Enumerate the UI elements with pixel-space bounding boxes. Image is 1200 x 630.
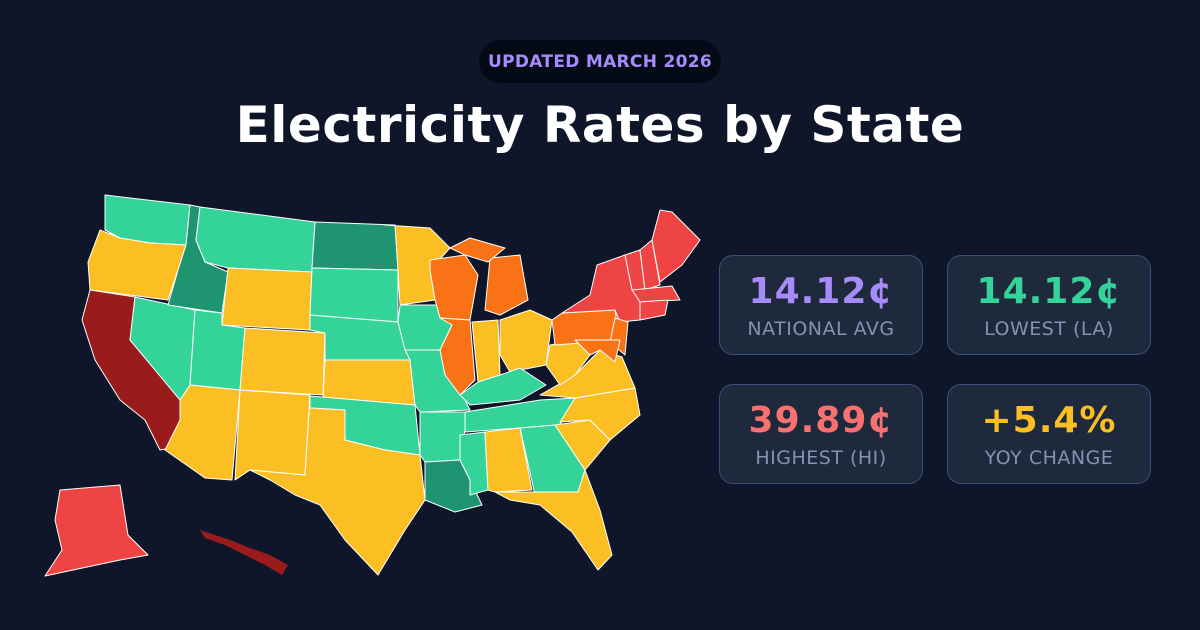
- stat-label: HIGHEST (HI): [755, 447, 887, 469]
- stat-value: +5.4%: [981, 400, 1117, 441]
- state-il: [439, 317, 476, 396]
- stat-value: 14.12¢: [976, 271, 1122, 312]
- state-mi-up: [449, 237, 506, 263]
- stat-card-yoy-change: +5.4% YOY CHANGE: [947, 384, 1151, 484]
- state-nd: [311, 221, 399, 271]
- state-hi: [200, 530, 288, 575]
- page-title: Electricity Rates by State: [235, 96, 965, 154]
- state-sd: [309, 267, 399, 323]
- state-mt: [195, 206, 316, 273]
- state-tx: [249, 395, 426, 576]
- stat-value: 39.89¢: [748, 400, 894, 441]
- state-co: [239, 327, 326, 396]
- state-mi: [484, 254, 529, 316]
- state-ak: [44, 484, 149, 577]
- stat-label: LOWEST (LA): [984, 318, 1114, 340]
- stat-card-highest: 39.89¢ HIGHEST (HI): [719, 384, 923, 484]
- stat-card-lowest: 14.12¢ LOWEST (LA): [947, 255, 1151, 355]
- state-ct: [639, 299, 669, 321]
- state-wy: [221, 267, 313, 331]
- state-md: [574, 339, 621, 363]
- stat-card-national-avg: 14.12¢ NATIONAL AVG: [719, 255, 923, 355]
- state-in: [471, 319, 501, 383]
- state-ky: [459, 367, 547, 406]
- state-oh: [499, 309, 553, 373]
- updated-badge: UPDATED MARCH 2026: [479, 40, 721, 83]
- stat-label: NATIONAL AVG: [747, 318, 895, 340]
- state-fl: [494, 469, 613, 571]
- state-ne: [309, 314, 411, 361]
- stat-label: YOY CHANGE: [984, 447, 1114, 469]
- state-ma: [631, 285, 681, 303]
- state-nh: [639, 239, 661, 291]
- state-nm: [234, 389, 311, 481]
- state-me: [651, 209, 701, 283]
- state-al: [484, 427, 533, 493]
- stat-value: 14.12¢: [748, 271, 894, 312]
